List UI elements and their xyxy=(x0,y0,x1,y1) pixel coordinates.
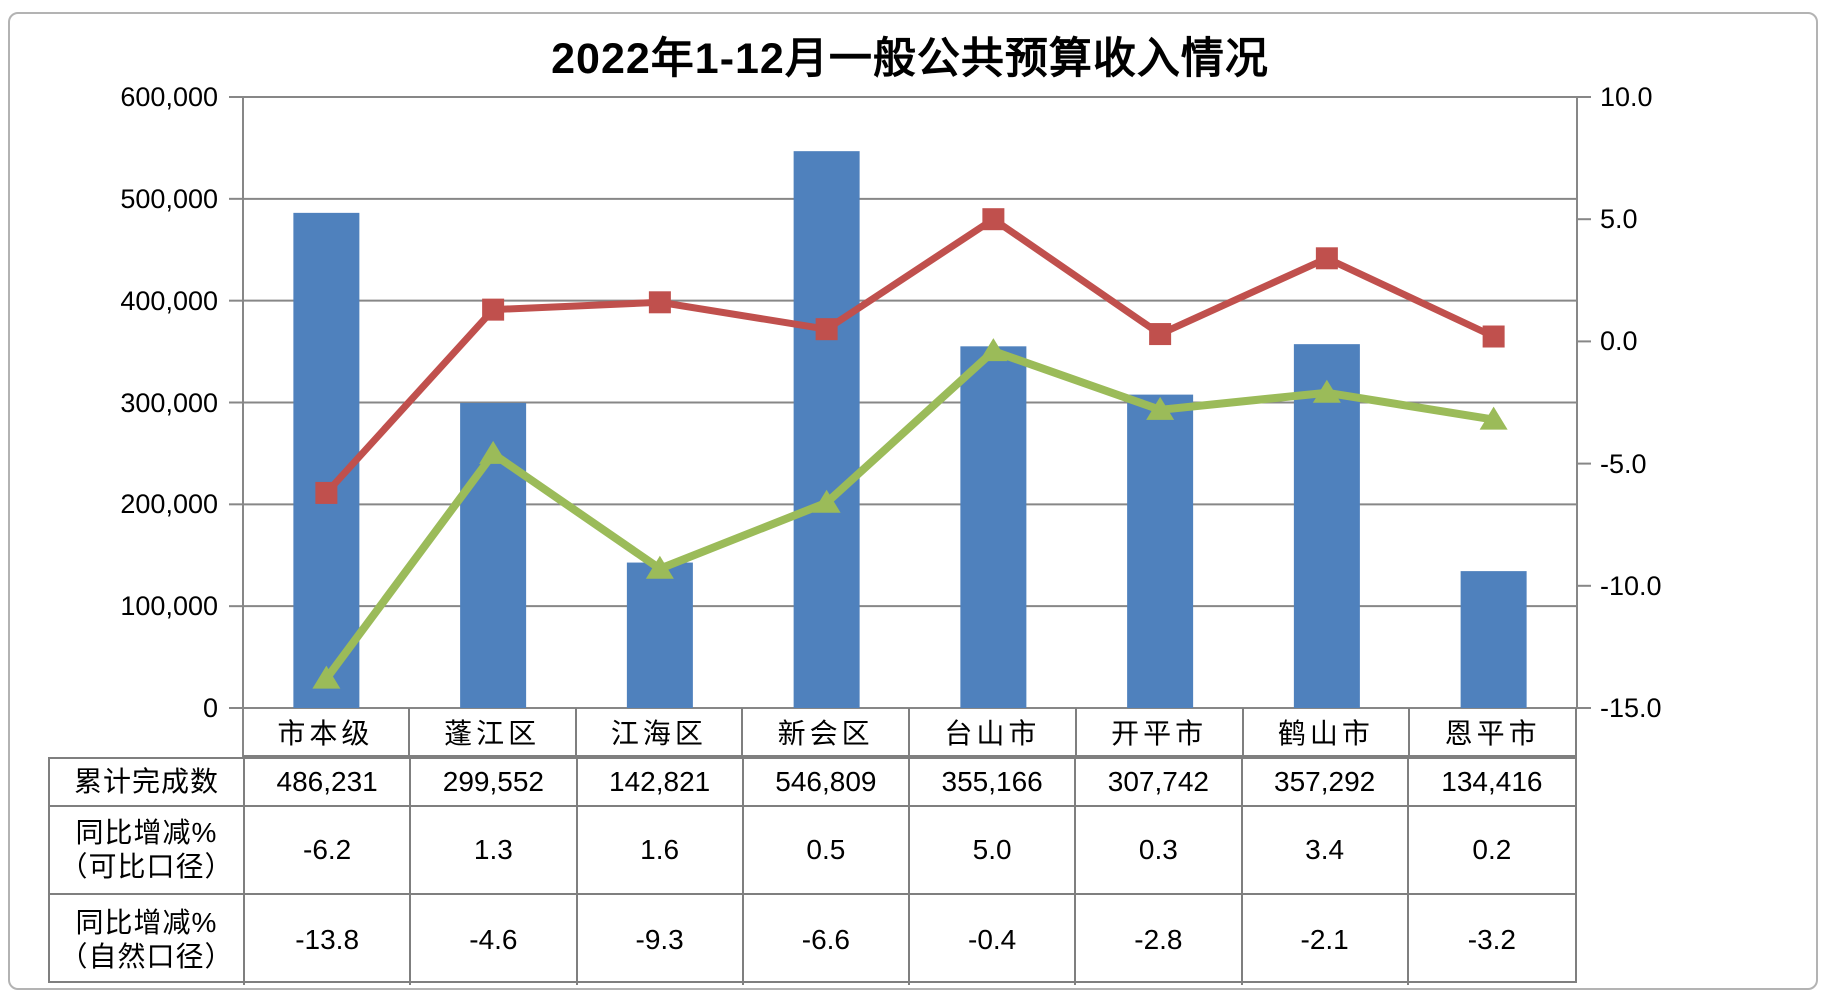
comparable-marker-恩平市 xyxy=(1482,325,1505,348)
table-value-cell: 142,821 xyxy=(577,759,744,807)
table-value-cell: 546,809 xyxy=(743,759,910,807)
table-value-cell: -9.3 xyxy=(578,895,744,985)
table-value-cell: 1.3 xyxy=(411,807,578,895)
natural-marker-市本级 xyxy=(312,665,341,689)
category-label-新会区: 新会区 xyxy=(743,708,910,755)
table-value-cell: 0.3 xyxy=(1076,807,1243,895)
comparable-marker-江海区 xyxy=(648,291,671,314)
table-value-cell: -3.2 xyxy=(1467,924,1516,955)
table-value-cell: 355,166 xyxy=(910,759,1077,807)
natural-marker-新会区 xyxy=(812,489,841,513)
natural-marker-蓬江区 xyxy=(479,440,508,464)
row-label: 累计完成数 xyxy=(50,759,245,807)
table-value-cell: 307,742 xyxy=(1076,759,1243,807)
natural-marker-恩平市 xyxy=(1479,406,1508,430)
table-value-cell: 1.6 xyxy=(577,807,744,895)
table-value-cell: 3.4 xyxy=(1242,807,1409,895)
row-label: 同比增减% （可比口径） xyxy=(50,807,245,895)
left-axis-tick-label: 400,000 xyxy=(120,285,218,316)
category-label-蓬江区: 蓬江区 xyxy=(410,708,577,755)
right-axis-tick-label: 10.0 xyxy=(1600,82,1653,112)
comparable-marker-鹤山市 xyxy=(1315,247,1338,270)
row-label: 同比增减% （自然口径） xyxy=(50,895,245,985)
table-value-cell: -2.1 xyxy=(1243,895,1409,985)
table-value-cell: -2.8 xyxy=(1076,895,1243,985)
left-axis-tick-label: 300,000 xyxy=(120,387,218,418)
left-axis-tick-label: 200,000 xyxy=(120,489,218,520)
row-label-line: 累计完成数 xyxy=(73,766,219,797)
row-label-line: （可比口径） xyxy=(59,851,234,882)
bar-鹤山市 xyxy=(1293,344,1360,708)
category-label-鹤山市: 鹤山市 xyxy=(1244,708,1411,755)
table-value-cell: 486,231 xyxy=(245,759,412,807)
bar-开平市 xyxy=(1127,394,1194,708)
category-label-恩平市: 恩平市 xyxy=(1410,708,1577,755)
natural-marker-江海区 xyxy=(645,555,674,579)
table-value-cell: 0.5 xyxy=(743,807,910,895)
data-table: 累计完成数 486,231 299,552 142,821 546,809 355,166… xyxy=(48,757,1577,985)
table-value-cell: 134,416 xyxy=(1408,759,1575,807)
right-axis-tick-label: -15.0 xyxy=(1600,693,1662,723)
chart-title: 2022年1-12月一般公共预算收入情况 xyxy=(551,35,1269,83)
comparable-marker-新会区 xyxy=(815,318,838,341)
right-axis-tick-label: -10.0 xyxy=(1600,570,1662,601)
table-value-cell: 0.2 xyxy=(1408,807,1575,895)
bar-江海区 xyxy=(626,562,693,708)
left-axis-tick-label: 0 xyxy=(202,693,218,723)
table-value-cell: -13.8 xyxy=(245,895,412,985)
category-label-江海区: 江海区 xyxy=(577,708,744,755)
right-axis-tick-label: 0.0 xyxy=(1600,326,1638,357)
row-label-line: （自然口径） xyxy=(59,941,234,972)
table-value-cell: -4.6 xyxy=(411,895,578,985)
category-axis-row: 市本级 蓬江区 江海区 新会区 台山市 开平市 鹤山市 恩平市 xyxy=(243,708,1577,757)
natural-marker-台山市 xyxy=(979,338,1008,362)
table-value-cell: 5.0 xyxy=(910,807,1077,895)
comparable-marker-台山市 xyxy=(982,208,1005,231)
category-label-台山市: 台山市 xyxy=(910,708,1077,755)
natural-line xyxy=(323,346,1495,682)
table-value-cell: -6.6 xyxy=(744,895,910,985)
comparable-line xyxy=(323,214,1496,496)
bar-恩平市 xyxy=(1460,571,1527,708)
comparable-marker-蓬江区 xyxy=(482,298,505,321)
row-label-line: 同比增减% xyxy=(75,907,218,938)
table-value-cell: -0.4 xyxy=(910,895,1077,985)
right-axis-tick-label: 5.0 xyxy=(1600,204,1638,235)
category-label-开平市: 开平市 xyxy=(1077,708,1244,755)
row-label-line: 同比增减% xyxy=(75,817,218,848)
left-axis-tick-label: 100,000 xyxy=(120,591,218,622)
comparable-marker-开平市 xyxy=(1149,323,1172,346)
bar-新会区 xyxy=(793,151,860,709)
bar-市本级 xyxy=(293,212,360,708)
right-axis-tick-label: -5.0 xyxy=(1600,448,1647,479)
natural-marker-开平市 xyxy=(1146,396,1175,420)
category-label-市本级: 市本级 xyxy=(243,708,410,755)
comparable-marker-市本级 xyxy=(315,481,338,504)
table-value-cell: 299,552 xyxy=(411,759,578,807)
natural-marker-鹤山市 xyxy=(1312,379,1341,403)
table-value-cell: -6.2 xyxy=(245,807,412,895)
left-axis-tick-label: 500,000 xyxy=(120,183,218,214)
left-axis-tick-label: 600,000 xyxy=(120,82,218,112)
bar-台山市 xyxy=(960,346,1027,708)
table-value-cell: 357,292 xyxy=(1242,759,1409,807)
